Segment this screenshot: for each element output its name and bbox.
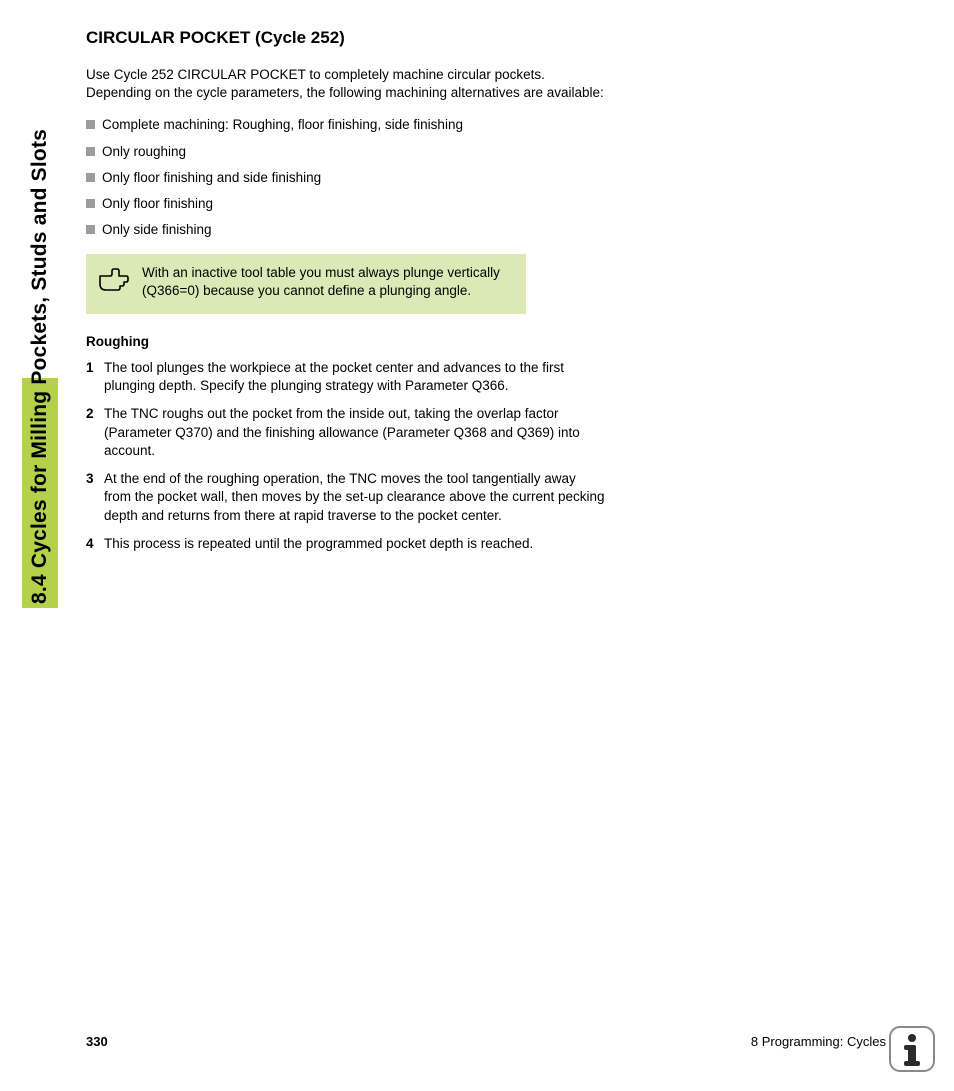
step-text: This process is repeated until the progr…	[104, 535, 606, 553]
step-number: 1	[86, 359, 104, 377]
bullet-square-icon	[86, 120, 95, 129]
info-badge-icon	[888, 1025, 936, 1073]
step-item: 2 The TNC roughs out the pocket from the…	[86, 405, 606, 460]
step-item: 1 The tool plunges the workpiece at the …	[86, 359, 606, 395]
page-number: 330	[86, 1034, 108, 1049]
step-number: 2	[86, 405, 104, 423]
step-text: At the end of the roughing operation, th…	[104, 470, 606, 525]
step-text: The TNC roughs out the pocket from the i…	[104, 405, 606, 460]
bullet-item: Only side finishing	[86, 221, 606, 239]
step-item: 3 At the end of the roughing operation, …	[86, 470, 606, 525]
bullet-text: Only side finishing	[102, 221, 212, 239]
bullet-item: Complete machining: Roughing, floor fini…	[86, 116, 606, 134]
bullet-text: Only floor finishing and side finishing	[102, 169, 321, 187]
page-footer: 330 8 Programming: Cycles	[86, 1034, 886, 1049]
subheading: Roughing	[86, 334, 606, 349]
section-sidebar: 8.4 Cycles for Milling Pockets, Studs an…	[22, 28, 58, 608]
chapter-label: 8 Programming: Cycles	[751, 1034, 886, 1049]
step-item: 4 This process is repeated until the pro…	[86, 535, 606, 553]
bullet-square-icon	[86, 173, 95, 182]
step-number: 3	[86, 470, 104, 488]
hand-point-icon	[98, 266, 132, 297]
sidebar-label: 8.4 Cycles for Milling Pockets, Studs an…	[22, 28, 58, 608]
bullet-item: Only floor finishing and side finishing	[86, 169, 606, 187]
bullet-text: Only floor finishing	[102, 195, 213, 213]
step-list: 1 The tool plunges the workpiece at the …	[86, 359, 606, 553]
bullet-text: Complete machining: Roughing, floor fini…	[102, 116, 463, 134]
content-area: CIRCULAR POCKET (Cycle 252) Use Cycle 25…	[86, 28, 606, 563]
note-box: With an inactive tool table you must alw…	[86, 254, 526, 314]
bullet-item: Only floor finishing	[86, 195, 606, 213]
bullet-square-icon	[86, 225, 95, 234]
bullet-item: Only roughing	[86, 143, 606, 161]
step-number: 4	[86, 535, 104, 553]
intro-paragraph: Use Cycle 252 CIRCULAR POCKET to complet…	[86, 66, 606, 102]
bullet-list: Complete machining: Roughing, floor fini…	[86, 116, 606, 239]
note-text: With an inactive tool table you must alw…	[142, 264, 514, 300]
bullet-text: Only roughing	[102, 143, 186, 161]
step-text: The tool plunges the workpiece at the po…	[104, 359, 606, 395]
page-heading: CIRCULAR POCKET (Cycle 252)	[86, 28, 606, 48]
bullet-square-icon	[86, 199, 95, 208]
bullet-square-icon	[86, 147, 95, 156]
